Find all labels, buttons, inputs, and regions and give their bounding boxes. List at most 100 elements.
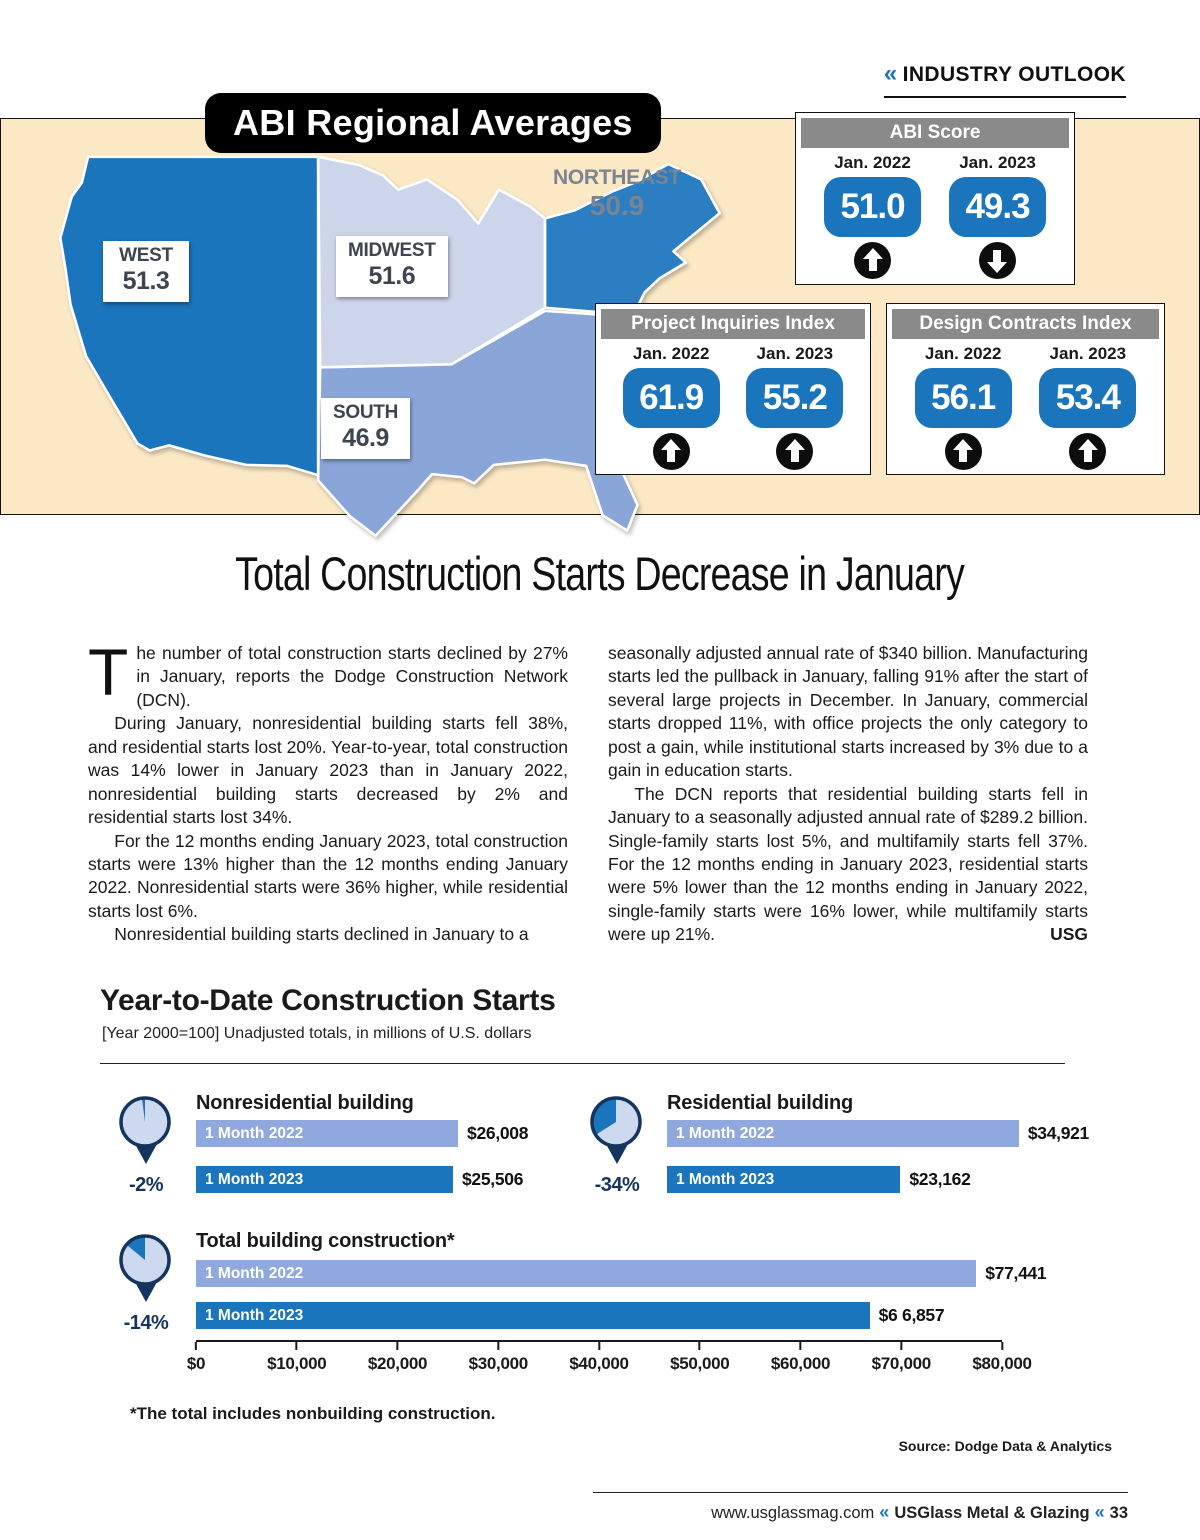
- region-name: SOUTH: [333, 402, 399, 423]
- us-regions-map: [59, 155, 721, 537]
- score-date-label: Jan. 2022: [924, 344, 1002, 363]
- design-contracts-box: Design Contracts Index Jan. 2022 56.1 Ja…: [886, 303, 1165, 475]
- region-label-south: SOUTH 46.9: [321, 398, 411, 459]
- chart-group-title: Nonresidential building: [196, 1092, 414, 1114]
- bar-2022: 1 Month 2022: [196, 1260, 977, 1287]
- trend-arrow-icon: [776, 433, 814, 470]
- bar-row: 1 Month 2022 $77,441: [196, 1260, 1047, 1287]
- bar-row: 1 Month 2022 $26,008: [196, 1120, 1002, 1147]
- bar-value: $34,921: [1027, 1123, 1089, 1143]
- score-column: Jan. 2022 56.1: [914, 344, 1012, 470]
- region-value: 51.6: [368, 262, 416, 290]
- bar-value: $23,162: [909, 1169, 971, 1189]
- axis-tick: $60,000: [770, 1342, 831, 1374]
- article-column-right: seasonally adjusted annual rate of $340 …: [608, 642, 1088, 947]
- tick-label: $20,000: [367, 1354, 428, 1373]
- score-value-badge: 55.2: [746, 368, 844, 428]
- bar-value: $6 6,857: [878, 1305, 945, 1325]
- paragraph: During January, nonresidential building …: [88, 713, 568, 828]
- bar-2023: 1 Month 2023: [196, 1302, 870, 1329]
- trend-arrow-icon: [652, 433, 690, 470]
- change-percent: -2%: [128, 1174, 164, 1196]
- article-title-text: Total Construction Starts Decrease in Ja…: [235, 547, 966, 600]
- axis-tick: $30,000: [469, 1342, 529, 1374]
- paragraph: Nonresidential building starts declined …: [114, 924, 529, 945]
- region-value: 51.3: [122, 267, 170, 295]
- score-date-label: Jan. 2022: [632, 344, 710, 363]
- map-region-west: [59, 155, 320, 477]
- tick-label: $80,000: [972, 1354, 1032, 1373]
- score-column: Jan. 2022 61.9: [622, 344, 720, 470]
- bar-label: 1 Month 2023: [205, 1306, 304, 1324]
- paragraph-text: The DCN reports that residential buildin…: [608, 783, 1088, 945]
- chart-subtitle: [Year 2000=100] Unadjusted totals, in mi…: [102, 1025, 532, 1042]
- pie-pin-shape: [135, 1282, 157, 1302]
- change-percent: -34%: [594, 1174, 640, 1196]
- trend-arrow-icon: [979, 242, 1016, 279]
- bar-2023: 1 Month 2023: [196, 1166, 453, 1193]
- pie-gauge-icon: [119, 1096, 171, 1164]
- bar-row: 1 Month 2023 $6 6,857: [196, 1302, 1002, 1329]
- score-value-badge: 56.1: [914, 368, 1012, 428]
- score-column: Jan. 2023 55.2: [746, 344, 844, 470]
- pie-pin-shape: [606, 1144, 628, 1164]
- project-inquiries-box: Project Inquiries Index Jan. 2022 61.9 J…: [595, 303, 871, 475]
- score-date-label: Jan. 2023: [1049, 344, 1127, 363]
- x-axis: $0 $10,000 $20,000 $30,000 $40,000 $50,0…: [187, 1340, 1032, 1388]
- map-title: ABI Regional Averages: [205, 93, 661, 153]
- score-column: Jan. 2023 53.4: [1039, 344, 1137, 470]
- change-percent: -14%: [123, 1312, 169, 1334]
- axis-tick: $70,000: [872, 1342, 932, 1374]
- score-value: 56.1: [931, 378, 996, 417]
- end-slug: USG: [1050, 924, 1088, 945]
- bar-label: 1 Month 2022: [205, 1124, 304, 1142]
- magazine-name: USGlass Metal & Glazing: [894, 1504, 1090, 1522]
- score-value: 49.3: [965, 187, 1030, 226]
- chart-group-title: Total building construction*: [196, 1230, 455, 1252]
- pie-ring: [119, 1234, 171, 1286]
- score-column: Jan. 2022 51.0: [824, 153, 921, 279]
- trend-arrow-icon: [1069, 433, 1107, 470]
- chart-title: Year-to-Date Construction Starts: [100, 984, 556, 1017]
- bar-row: 1 Month 2023 $23,162: [667, 1166, 1200, 1193]
- paragraph-text: he number of total construction starts d…: [136, 643, 568, 710]
- footer-url: www.usglassmag.com: [711, 1504, 875, 1522]
- score-date-label: Jan. 2023: [959, 153, 1036, 172]
- tick-label: $60,000: [770, 1354, 831, 1373]
- axis-tick: $20,000: [367, 1342, 428, 1374]
- drop-cap: T: [88, 635, 129, 709]
- score-columns: Jan. 2022 61.9 Jan. 2023 55.2: [596, 344, 870, 470]
- chart-divider: [100, 1063, 1065, 1064]
- bar-row: 1 Month 2023 $25,506: [196, 1166, 1002, 1193]
- paragraph: seasonally adjusted annual rate of $340 …: [608, 643, 1088, 781]
- pie-pin-shape: [135, 1144, 157, 1164]
- bar-2022: 1 Month 2022: [196, 1120, 459, 1147]
- score-value-badge: 51.0: [824, 177, 921, 237]
- region-value: 46.9: [342, 424, 389, 452]
- score-value-badge: 53.4: [1039, 368, 1137, 428]
- pie-wedge: [141, 1098, 145, 1122]
- abi-score-box: ABI Score Jan. 2022 51.0 Jan. 2023 49.3: [795, 112, 1075, 285]
- bar-2022: 1 Month 2022: [667, 1120, 1019, 1147]
- axis-tick: $10,000: [267, 1342, 327, 1374]
- score-box-header: Design Contracts Index: [892, 309, 1159, 339]
- score-value-badge: 61.9: [622, 368, 720, 428]
- region-name: NORTHEAST: [553, 166, 681, 189]
- bar-value: $25,506: [461, 1169, 524, 1189]
- region-label-west: WEST 51.3: [103, 241, 189, 302]
- axis-tick: $80,000: [972, 1342, 1032, 1374]
- score-date-label: Jan. 2022: [834, 153, 911, 172]
- pie-ring: [119, 1096, 171, 1148]
- axis-tick: $40,000: [569, 1342, 629, 1374]
- trend-arrow-icon: [944, 433, 982, 470]
- tick-label: $40,000: [569, 1354, 629, 1373]
- double-chevron-icon: «: [883, 60, 898, 87]
- score-value: 51.0: [840, 187, 905, 226]
- tick-label: $50,000: [670, 1354, 730, 1373]
- score-box-header: Project Inquiries Index: [601, 309, 865, 339]
- axis-tick: $0: [187, 1342, 206, 1374]
- region-name: MIDWEST: [348, 240, 436, 261]
